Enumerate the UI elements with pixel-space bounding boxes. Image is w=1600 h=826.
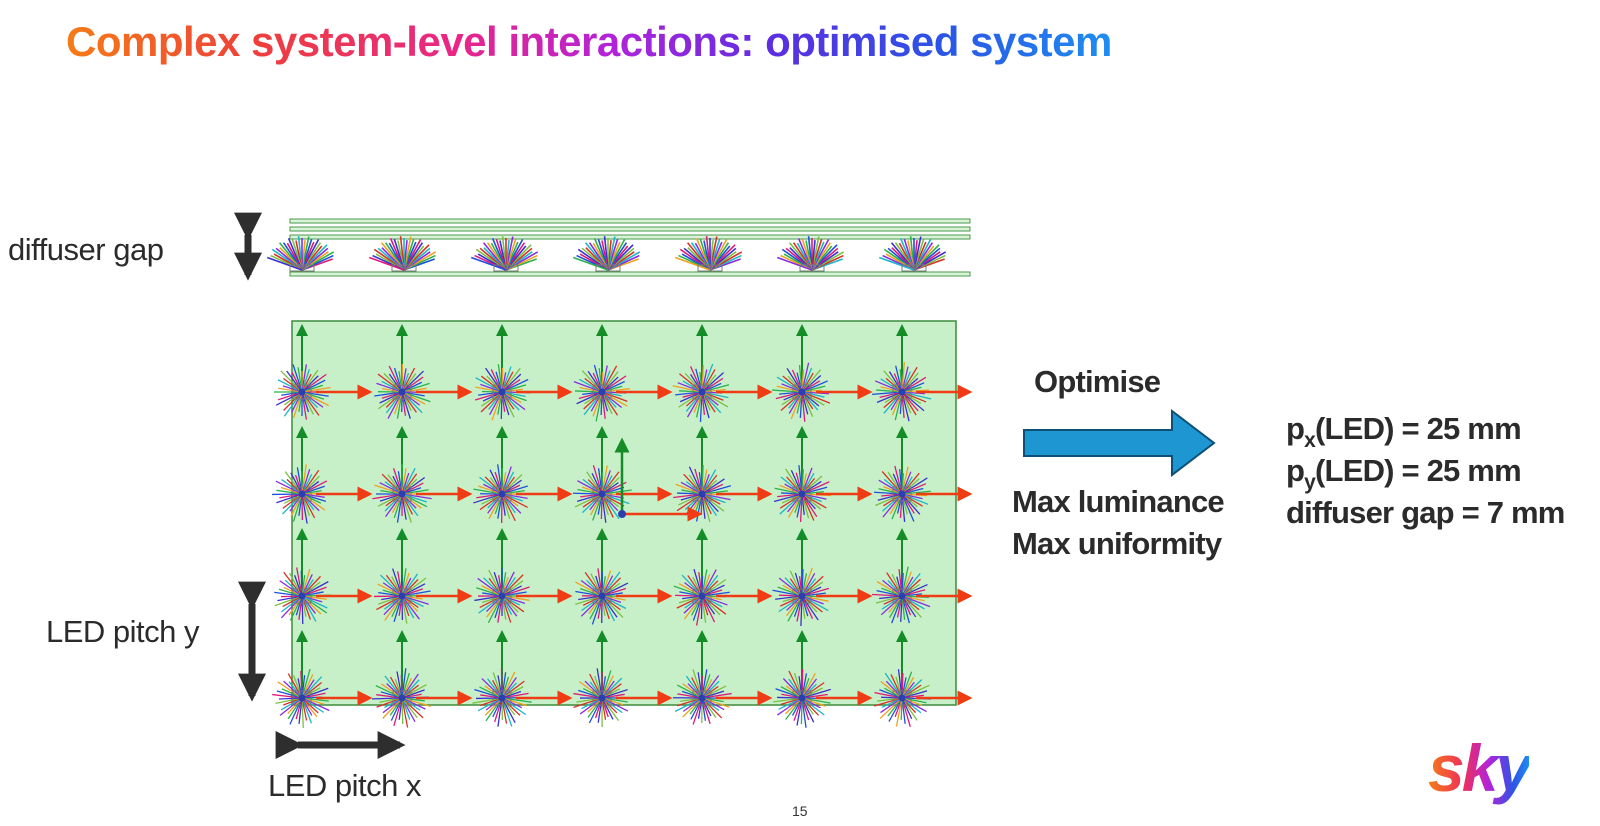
origin-point	[618, 510, 626, 518]
side-view-fan	[776, 236, 845, 272]
led-emitter	[673, 528, 773, 626]
diffuser-gap-label: diffuser gap	[8, 232, 164, 267]
led-pitch-x-label: LED pitch x	[268, 768, 422, 803]
goal-max-uniformity: Max uniformity	[1012, 526, 1222, 561]
led-emitter	[372, 426, 473, 523]
led-emitter	[672, 324, 773, 422]
side-view-fan	[368, 236, 437, 272]
led-emitter	[271, 426, 373, 524]
slide-title: Complex system-level interactions: optim…	[66, 18, 1112, 65]
page-number: 15	[792, 803, 808, 819]
led-emitter	[873, 630, 973, 728]
led-emitter	[474, 528, 573, 624]
led-emitter	[773, 426, 873, 522]
led-emitter	[672, 630, 773, 725]
led-emitter	[472, 630, 573, 727]
side-view	[266, 218, 971, 277]
side-view-led-fans	[266, 236, 947, 272]
sky-logo: sky	[1428, 731, 1532, 805]
led-emitter	[575, 528, 673, 625]
led-emitter	[872, 528, 973, 624]
led-emitter	[371, 630, 473, 728]
led-emitter	[473, 426, 573, 524]
side-view-fan	[674, 236, 743, 272]
led-emitter	[773, 630, 873, 728]
led-emitter	[274, 324, 373, 420]
led-emitter	[373, 528, 473, 624]
optimise-label: Optimise	[1034, 364, 1161, 399]
led-emitter	[573, 324, 673, 422]
led-pitch-y-label: LED pitch y	[46, 614, 200, 649]
led-grid	[271, 324, 973, 729]
led-emitter	[474, 324, 573, 421]
goal-max-luminance: Max luminance	[1012, 484, 1225, 519]
led-emitter	[573, 630, 673, 728]
result-diffuser-gap: diffuser gap = 7 mm	[1286, 495, 1565, 530]
led-emitter	[272, 630, 373, 729]
led-emitter	[874, 426, 973, 522]
led-emitter	[872, 324, 973, 422]
side-view-fan	[878, 236, 947, 272]
led-emitter	[374, 324, 473, 419]
led-emitter	[772, 324, 873, 422]
side-view-fan	[266, 236, 335, 272]
led-emitter	[572, 426, 673, 523]
optimise-arrow	[1023, 408, 1216, 478]
result-py: py(LED) = 25 mm	[1286, 453, 1522, 494]
side-view-fan	[572, 236, 641, 272]
result-px: px(LED) = 25 mm	[1286, 411, 1522, 452]
led-emitter	[772, 528, 873, 627]
side-view-fan	[470, 236, 539, 272]
led-emitter	[274, 528, 373, 625]
